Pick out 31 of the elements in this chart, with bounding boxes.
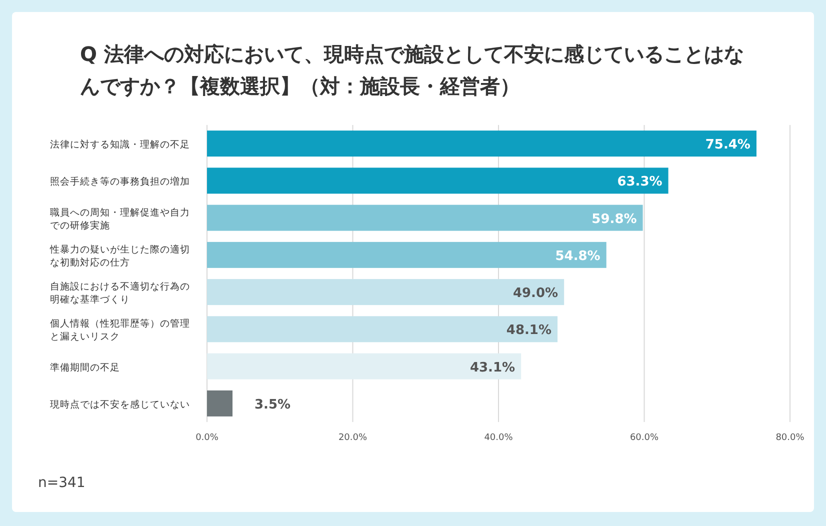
data-label: 43.1% (470, 360, 516, 376)
data-label: 63.3% (617, 174, 662, 190)
bar (207, 242, 606, 268)
data-label: 75.4% (705, 138, 750, 153)
text: n=341 (38, 475, 86, 491)
bar (207, 130, 756, 157)
bar (207, 204, 643, 231)
y-tick-label: 個人情報（性犯罪歴等）の管理と漏えいリスク (50, 318, 190, 343)
y-tick-label: 照会手続き等の事務負担の増加 (50, 176, 190, 188)
x-tick-label: 80.0% (776, 433, 805, 443)
y-tick-label: 準備期間の不足 (50, 361, 120, 374)
bar (207, 353, 522, 380)
data-label: 59.8% (592, 212, 637, 227)
data-label: 3.5% (254, 397, 291, 412)
x-tick-label: 20.0% (338, 433, 368, 443)
x-tick-label: 40.0% (484, 433, 514, 443)
x-tick-label: 0.0% (196, 433, 219, 443)
data-label: 49.0% (512, 286, 558, 302)
y-tick-label: 自施設における不適切な行為の明確な基準づくり (50, 280, 190, 306)
y-tick-label: 職員への周知・理解促進や自力での研修実施 (50, 206, 190, 232)
y-tick-label: 法律に対する知識・理解の不足 (50, 138, 190, 151)
data-label: 48.1% (506, 323, 552, 338)
title: Q 法律への対応において、現時点で施設として不安に感じていることはなんですか？【複数選択】（対：施設長・経営者） (80, 42, 744, 98)
y-tick-label: 性暴力の疑いが生じた際の適切な初動対応の仕方 (49, 243, 190, 268)
bar (207, 168, 668, 194)
y-tick-label: 現時点では不安を感じていない (50, 398, 190, 410)
x-tick-label: 60.0% (630, 433, 659, 443)
data-label: 54.8% (555, 248, 600, 264)
bar (207, 279, 564, 306)
bar (207, 316, 558, 342)
bar (207, 390, 233, 416)
